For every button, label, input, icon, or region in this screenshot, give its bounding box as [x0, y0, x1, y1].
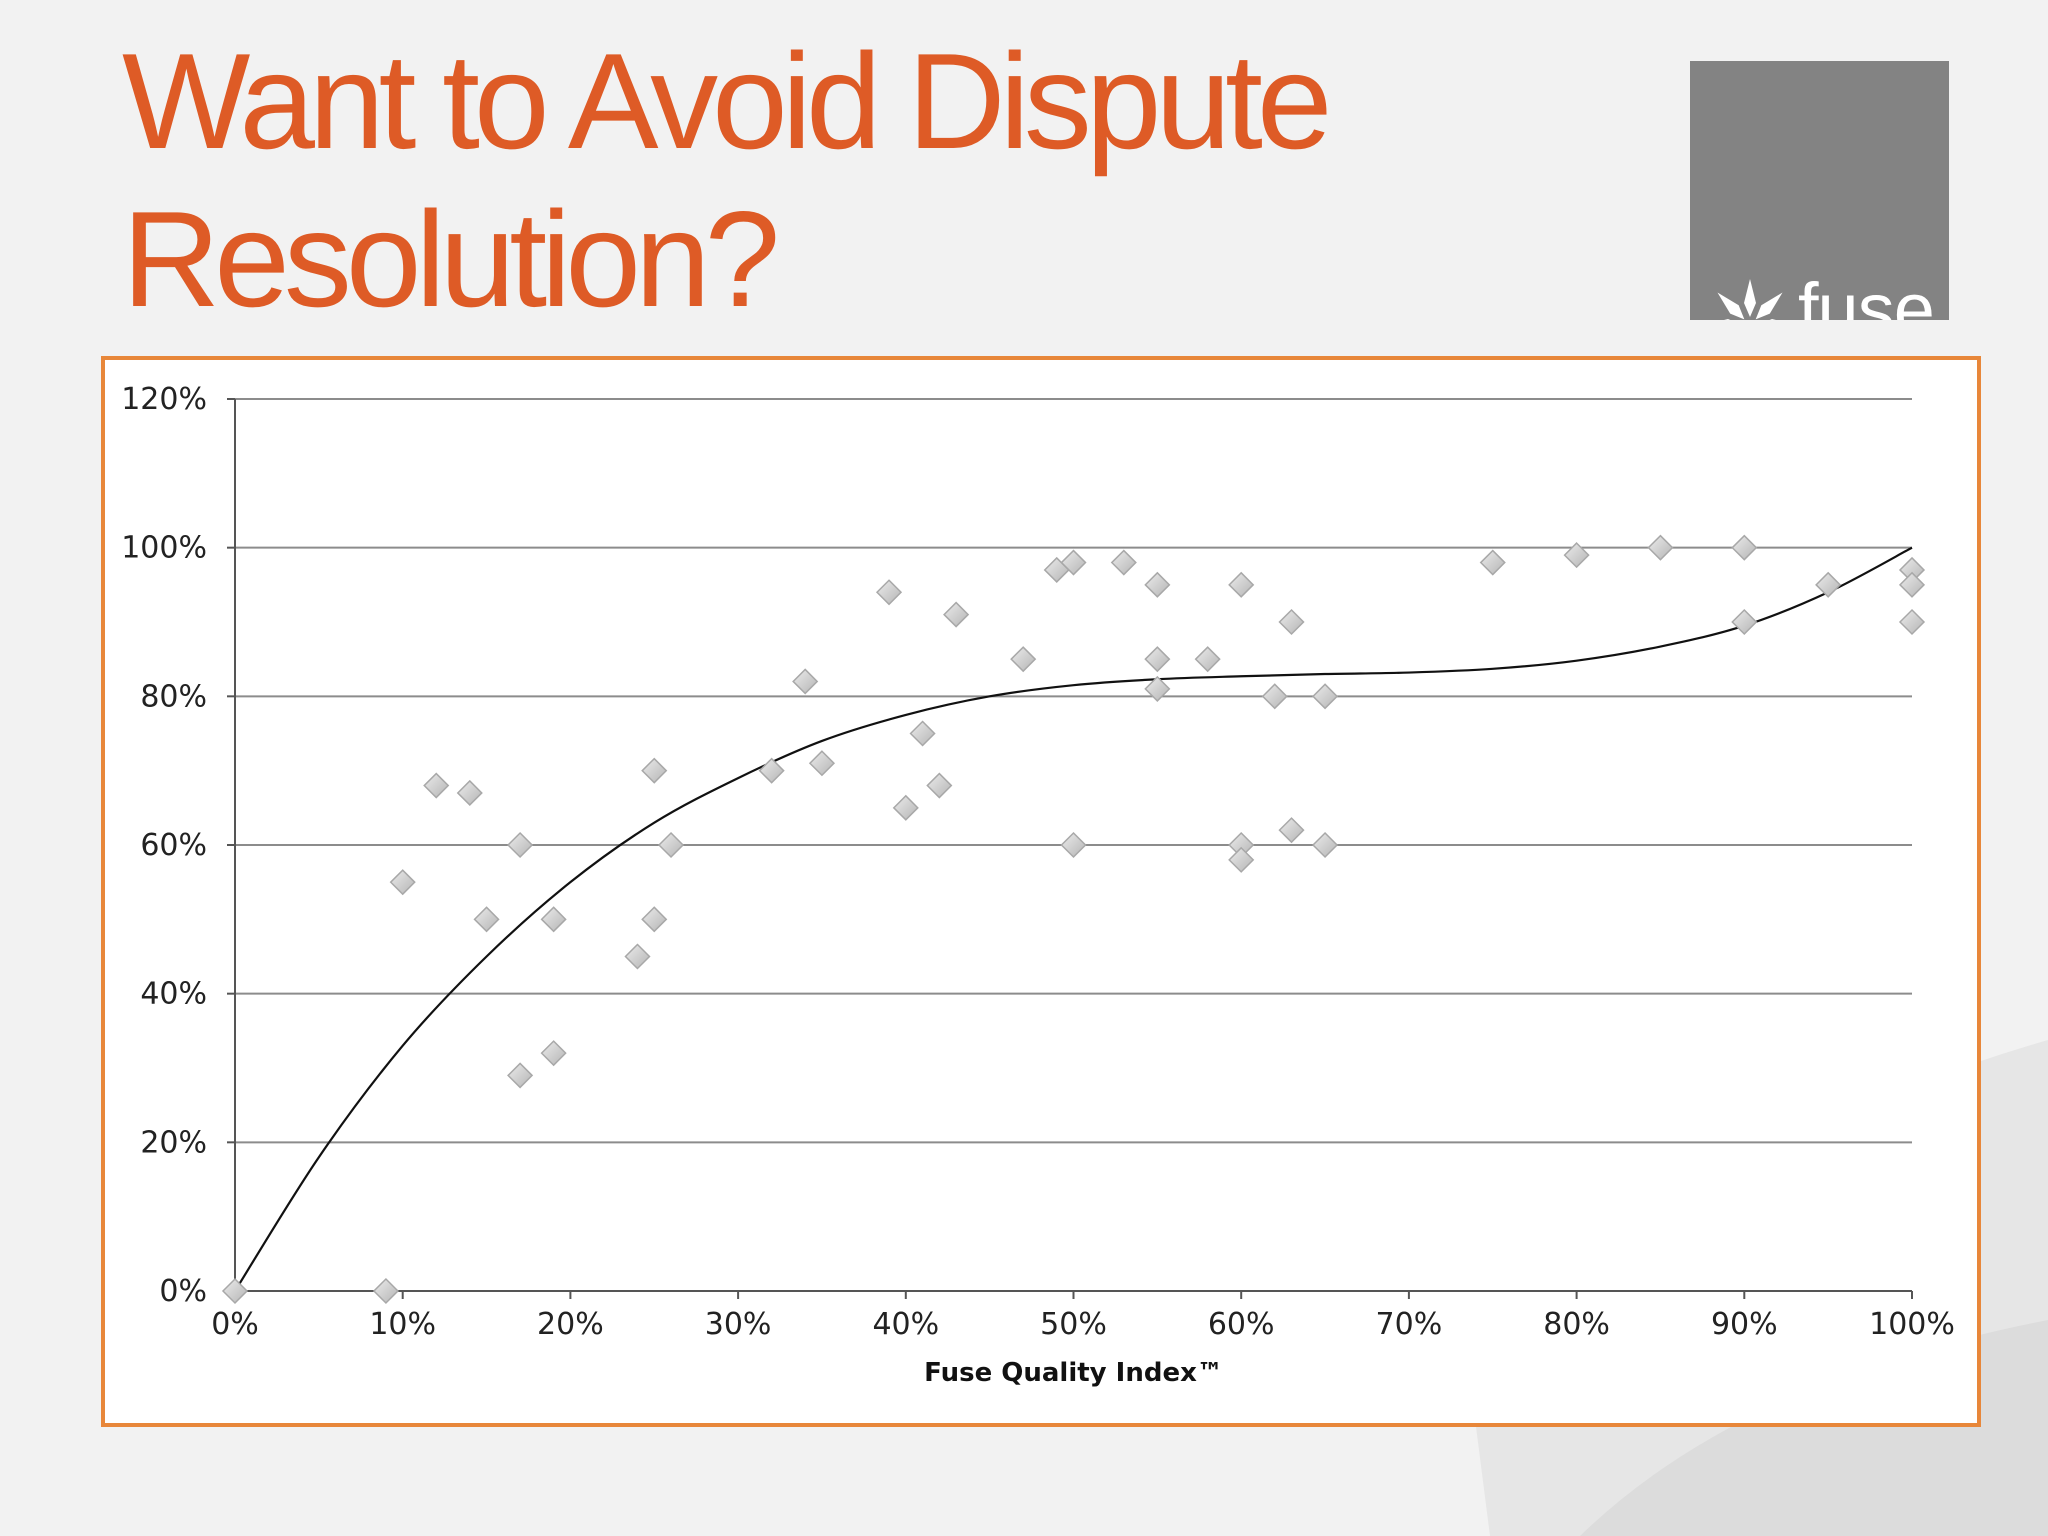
fuse-logo-text: fuse	[1798, 268, 1935, 321]
x-tick-label: 20%	[537, 1307, 604, 1342]
data-point	[1479, 549, 1506, 576]
data-point	[909, 720, 936, 747]
x-tick-label: 60%	[1208, 1307, 1275, 1342]
data-point	[1311, 831, 1339, 859]
x-tick-label: 70%	[1376, 1307, 1443, 1342]
data-point	[423, 772, 450, 799]
data-point	[926, 772, 953, 799]
data-point	[456, 779, 483, 807]
data-point	[221, 1277, 249, 1305]
y-tick-label: 60%	[140, 828, 207, 863]
data-point	[1563, 542, 1590, 569]
data-point	[1228, 571, 1255, 598]
x-axis-title: Fuse Quality Index™	[924, 1358, 1223, 1388]
data-point	[624, 943, 651, 970]
data-point	[507, 831, 534, 859]
y-tick-label: 120%	[121, 382, 207, 417]
chart-frame: 0% 20% 40% 60% 80% 100% 120% 0% 10% 20% 30% 40% 50% 6…	[101, 356, 1981, 1427]
x-tick-label: 100%	[1869, 1307, 1955, 1342]
scatter-chart: 0% 20% 40% 60% 80% 100% 120% 0% 10% 20% 30% 40% 50% 6…	[121, 382, 1955, 1388]
data-point	[540, 906, 567, 933]
data-point	[1144, 675, 1171, 702]
x-tick-label: 10%	[369, 1307, 436, 1342]
data-point	[808, 750, 836, 777]
y-tick-label: 0%	[159, 1274, 207, 1309]
data-point	[1815, 571, 1842, 598]
data-point	[1898, 571, 1926, 598]
data-point	[1278, 608, 1305, 636]
axes	[227, 398, 1913, 1299]
data-point	[1647, 534, 1674, 561]
fuse-flower-icon	[1704, 279, 1796, 320]
data-point	[875, 579, 903, 606]
y-tick-label: 80%	[140, 679, 207, 714]
x-tick-label: 90%	[1711, 1307, 1778, 1342]
y-tick-label: 100%	[121, 531, 207, 566]
slide-title: Want to Avoid Dispute Resolution?	[122, 25, 1333, 335]
data-point	[372, 1277, 399, 1305]
gridlines	[235, 398, 1912, 1144]
data-point	[507, 1062, 534, 1089]
data-point	[1010, 646, 1037, 673]
data-point	[1110, 549, 1137, 576]
x-tick-label: 50%	[1040, 1307, 1107, 1342]
tick-labels: 0% 20% 40% 60% 80% 100% 120% 0% 10% 20% 30% 40% 50% 6…	[121, 382, 1955, 1342]
data-point	[1060, 831, 1087, 859]
x-tick-label: 40%	[872, 1307, 939, 1342]
x-tick-label: 80%	[1543, 1307, 1610, 1342]
data-point	[1898, 608, 1926, 636]
data-point	[473, 906, 500, 933]
x-tick-label: 0%	[211, 1307, 259, 1342]
data-point	[758, 757, 785, 784]
data-point	[1731, 608, 1758, 636]
data-point	[1731, 534, 1758, 561]
data-point	[389, 869, 416, 896]
data-point	[641, 906, 668, 933]
data-point	[1261, 683, 1288, 710]
data-point	[1144, 646, 1171, 673]
trendline-group	[234, 546, 1913, 1292]
data-point	[1228, 846, 1255, 873]
data-point	[1278, 817, 1305, 844]
data-point	[1144, 571, 1171, 598]
data-points	[221, 534, 1926, 1305]
data-point	[1194, 646, 1221, 673]
x-tick-label: 30%	[705, 1307, 772, 1342]
data-point	[892, 794, 919, 821]
trendline	[234, 546, 1913, 1292]
y-tick-label: 40%	[140, 977, 207, 1012]
fuse-logo: fuse	[1690, 61, 1949, 320]
data-point	[657, 831, 685, 859]
data-point	[792, 668, 819, 695]
data-point	[1311, 683, 1339, 710]
data-point	[1060, 549, 1087, 576]
data-point	[943, 601, 970, 628]
data-point	[641, 757, 668, 784]
y-tick-label: 20%	[140, 1125, 207, 1160]
data-point	[540, 1040, 567, 1067]
